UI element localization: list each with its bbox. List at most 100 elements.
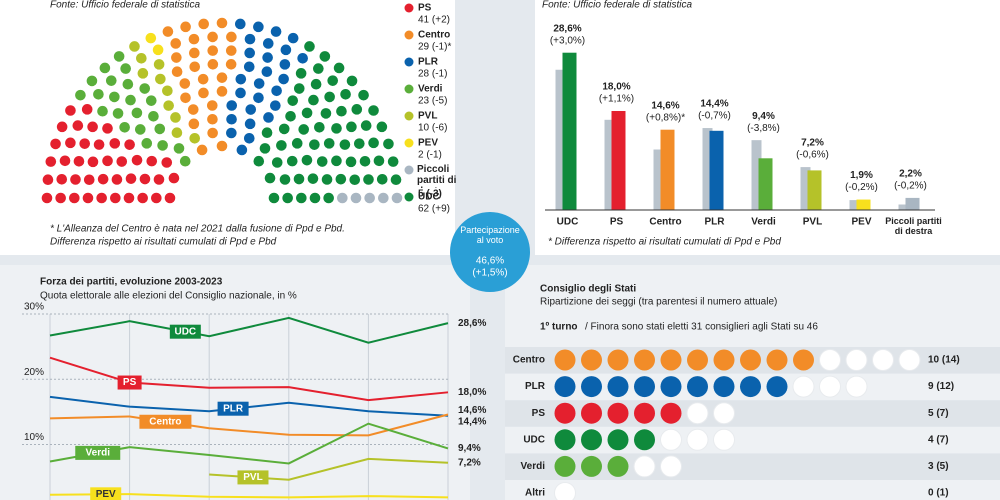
seat xyxy=(50,138,61,150)
seat-open xyxy=(686,428,709,451)
seat-elected xyxy=(581,429,602,451)
legend-swatch xyxy=(404,138,414,148)
seat xyxy=(383,138,394,150)
seat xyxy=(163,100,174,111)
seat xyxy=(293,83,305,94)
legend-label: Centro xyxy=(418,30,450,41)
legend-swatch xyxy=(404,192,414,202)
category-label: UDC xyxy=(557,217,579,228)
seat xyxy=(111,174,123,185)
seat xyxy=(206,100,218,111)
seat xyxy=(226,127,237,139)
line xyxy=(49,413,449,437)
seat xyxy=(253,21,264,33)
category-label: PS xyxy=(610,217,624,228)
series-label: UDC xyxy=(174,326,196,337)
turnout-label-box: Partecipazione al voto xyxy=(460,225,520,245)
chart-title: Consiglio degli Stati xyxy=(540,284,636,295)
seat xyxy=(271,85,282,97)
seat xyxy=(279,174,291,185)
end-label: 28,6% xyxy=(458,318,486,329)
seat xyxy=(225,59,237,70)
legend-value: 28 (-1) xyxy=(418,69,447,80)
series-tag xyxy=(117,375,142,390)
seat xyxy=(310,78,322,90)
seat xyxy=(137,192,148,204)
change-label: (-0,7%) xyxy=(698,111,731,122)
series-tag xyxy=(139,414,192,429)
seat xyxy=(314,121,325,133)
seat xyxy=(321,174,333,185)
footnote: * Differenza rispetto ai risultati cumul… xyxy=(548,237,781,248)
legend-value: 29 (-1)* xyxy=(418,42,451,53)
legend-swatch xyxy=(404,111,414,121)
seat xyxy=(129,41,140,52)
seat xyxy=(287,95,299,106)
seat xyxy=(55,192,66,204)
seat xyxy=(87,121,98,133)
seat-elected xyxy=(581,349,602,371)
seat xyxy=(171,52,182,63)
seat-elected xyxy=(687,349,708,371)
previous-bar xyxy=(604,119,615,210)
seat-open xyxy=(686,402,709,425)
seat xyxy=(346,121,357,133)
seat xyxy=(131,107,143,119)
seat xyxy=(264,172,276,184)
seat xyxy=(125,94,136,106)
seat-elected xyxy=(554,402,576,424)
seat xyxy=(180,92,191,104)
row-value: 9 (12) xyxy=(928,381,954,392)
seat xyxy=(162,26,174,37)
seat-open xyxy=(845,375,868,398)
value-label: 14,4% xyxy=(700,99,728,110)
seat xyxy=(207,127,218,139)
previous-bar xyxy=(653,149,664,210)
seat xyxy=(145,95,157,106)
legend-swatch xyxy=(404,3,414,13)
seat xyxy=(137,68,149,79)
seat-open xyxy=(713,402,735,425)
bar xyxy=(611,111,626,210)
seat xyxy=(245,104,257,115)
end-label: 18,0% xyxy=(458,387,486,398)
legend-label: UDC xyxy=(418,192,440,203)
seat xyxy=(301,154,313,166)
value-label: 14,6% xyxy=(651,100,679,111)
seat xyxy=(271,157,283,168)
seat xyxy=(364,192,375,204)
seat xyxy=(349,174,361,186)
seat xyxy=(337,192,348,204)
value-label: 18,0% xyxy=(602,82,630,93)
legend-label: Piccoli partiti di destra xyxy=(417,164,457,188)
bar xyxy=(660,129,675,210)
seat xyxy=(75,89,86,101)
end-label: 14,6% xyxy=(458,405,486,416)
seat xyxy=(102,123,113,134)
seat xyxy=(153,59,165,70)
previous-bar xyxy=(702,128,713,210)
seat xyxy=(198,87,209,99)
chart-subtitle: Ripartizione dei seggi (tra parentesi il… xyxy=(540,297,777,308)
value-label: 1,9% xyxy=(850,170,873,181)
seat-elected xyxy=(581,455,602,477)
seat xyxy=(286,155,298,167)
seat-elected xyxy=(634,376,655,398)
seat xyxy=(179,78,191,89)
seat xyxy=(263,112,274,123)
seat xyxy=(93,139,105,150)
seat xyxy=(207,113,218,125)
turnout-bubble xyxy=(450,212,530,292)
seat xyxy=(131,154,143,166)
turnout-label: Partecipazione al voto xyxy=(460,225,520,245)
seat-elected xyxy=(607,455,629,477)
seat xyxy=(363,174,374,185)
seat xyxy=(253,92,264,104)
seat xyxy=(340,88,351,100)
bar xyxy=(758,158,773,210)
series-label: PVL xyxy=(243,472,262,483)
seat xyxy=(189,47,200,59)
change-label: (-0,2%) xyxy=(894,181,927,192)
seat-open xyxy=(660,455,682,478)
seat xyxy=(295,68,307,79)
